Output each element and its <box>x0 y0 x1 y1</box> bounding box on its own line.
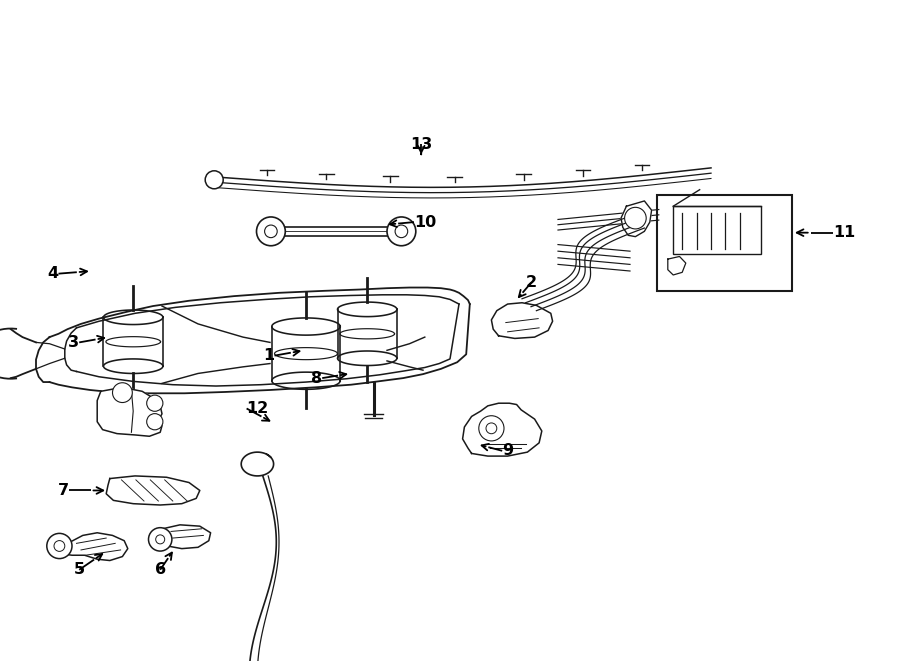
Circle shape <box>479 416 504 441</box>
Text: 11: 11 <box>833 225 856 240</box>
Bar <box>657 195 792 291</box>
Text: 6: 6 <box>155 563 166 577</box>
Circle shape <box>112 383 132 403</box>
Polygon shape <box>621 201 652 237</box>
Text: 3: 3 <box>68 335 79 350</box>
Text: 4: 4 <box>48 266 58 281</box>
Circle shape <box>205 171 223 189</box>
Circle shape <box>148 527 172 551</box>
Circle shape <box>47 533 72 559</box>
Circle shape <box>147 414 163 430</box>
Text: 9: 9 <box>502 444 513 458</box>
Circle shape <box>625 208 646 229</box>
Polygon shape <box>463 403 542 456</box>
Text: 1: 1 <box>264 348 274 363</box>
Circle shape <box>387 217 416 246</box>
Polygon shape <box>491 303 553 338</box>
Text: 2: 2 <box>526 276 536 290</box>
Polygon shape <box>97 389 162 436</box>
Text: 7: 7 <box>58 483 69 498</box>
Circle shape <box>256 217 285 246</box>
Text: 12: 12 <box>247 401 269 416</box>
Text: 13: 13 <box>410 137 432 151</box>
Text: 10: 10 <box>414 215 436 229</box>
Circle shape <box>147 395 163 411</box>
Polygon shape <box>155 525 211 549</box>
Polygon shape <box>668 256 686 275</box>
Polygon shape <box>58 533 128 561</box>
Text: 8: 8 <box>311 371 322 385</box>
Polygon shape <box>106 476 200 505</box>
Bar <box>673 206 761 254</box>
Text: 5: 5 <box>74 563 85 577</box>
